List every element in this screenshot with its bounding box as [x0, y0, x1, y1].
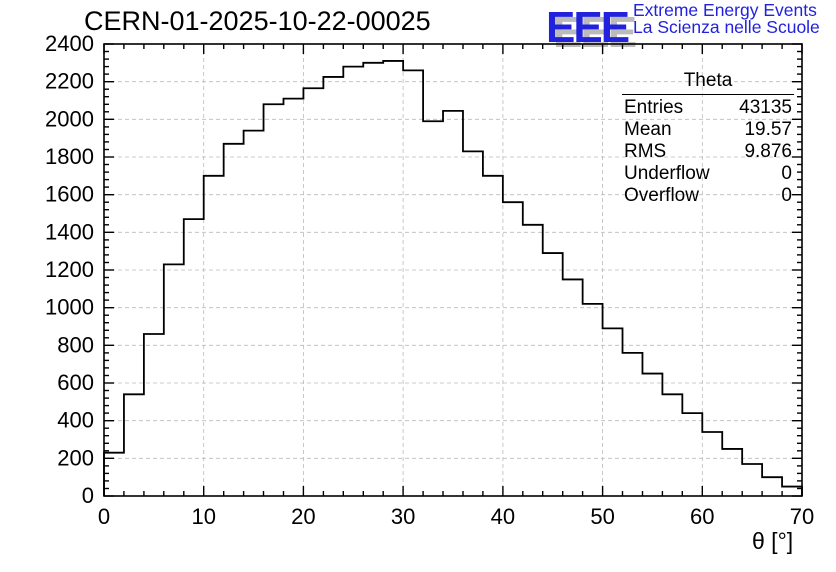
svg-text:0: 0	[98, 504, 110, 529]
svg-text:30: 30	[391, 504, 415, 529]
svg-text:0: 0	[82, 483, 94, 508]
svg-text:1200: 1200	[45, 257, 94, 282]
svg-text:1400: 1400	[45, 219, 94, 244]
svg-text:50: 50	[590, 504, 614, 529]
svg-text:400: 400	[57, 408, 94, 433]
svg-text:2400: 2400	[45, 31, 94, 56]
svg-text:200: 200	[57, 445, 94, 470]
svg-text:1800: 1800	[45, 144, 94, 169]
svg-text:1000: 1000	[45, 295, 94, 320]
svg-text:60: 60	[690, 504, 714, 529]
svg-text:10: 10	[191, 504, 215, 529]
svg-text:40: 40	[491, 504, 515, 529]
svg-text:20: 20	[291, 504, 315, 529]
svg-text:2200: 2200	[45, 69, 94, 94]
svg-text:2000: 2000	[45, 106, 94, 131]
svg-text:800: 800	[57, 332, 94, 357]
svg-text:1600: 1600	[45, 182, 94, 207]
svg-text:70: 70	[790, 504, 814, 529]
svg-text:600: 600	[57, 370, 94, 395]
